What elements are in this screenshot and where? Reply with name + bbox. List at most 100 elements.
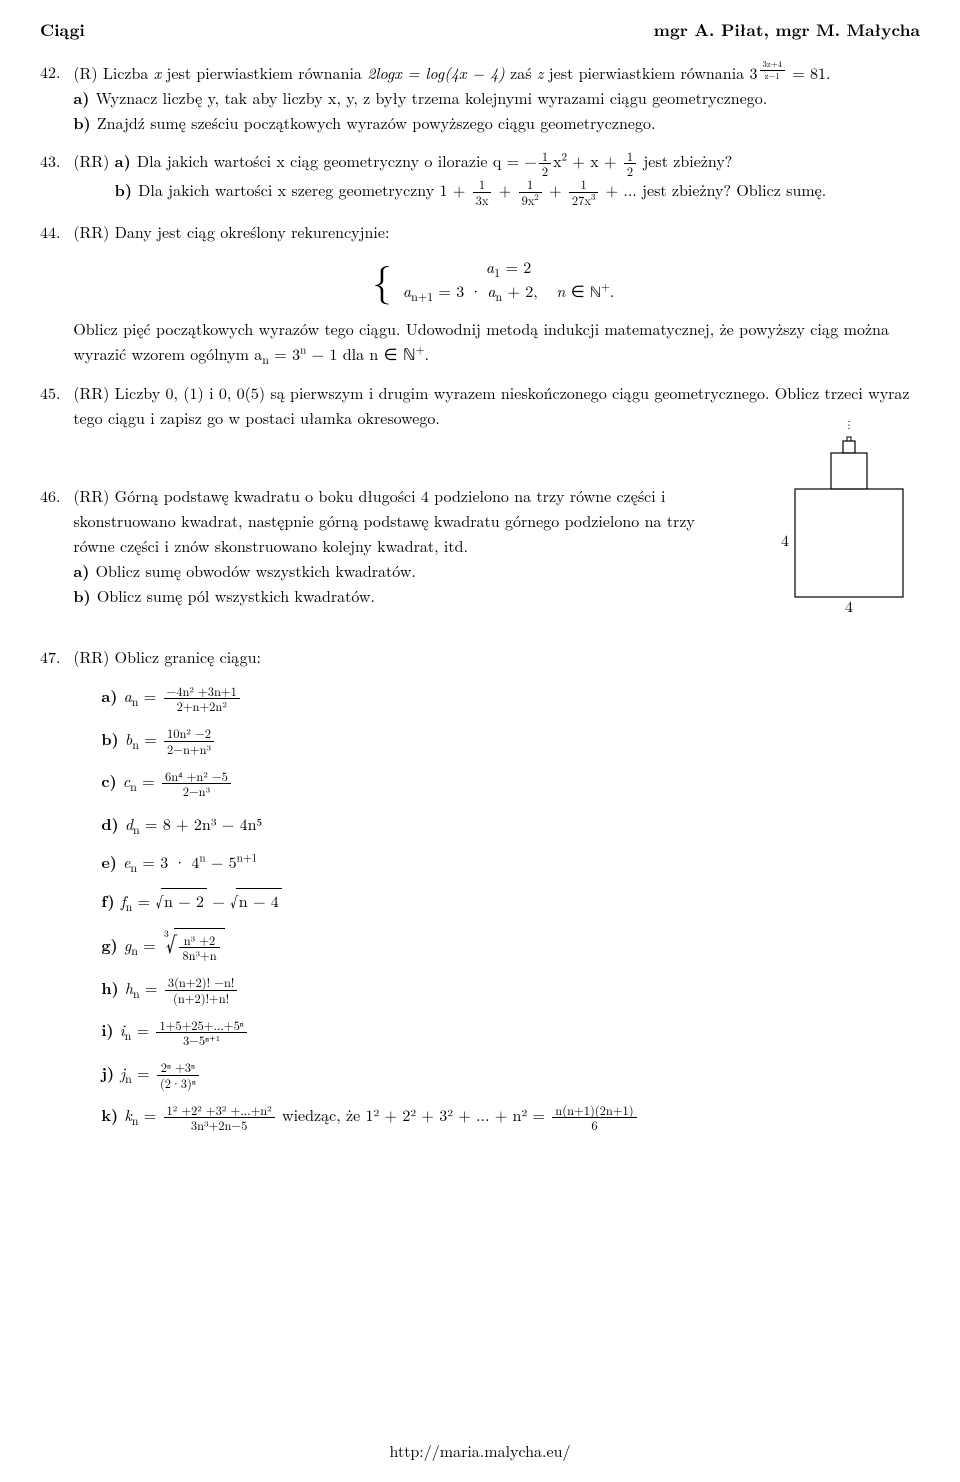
text: + x +: [567, 149, 622, 172]
problem-44: 44. (RR) Dany jest ciąg określony rekure…: [40, 220, 920, 366]
text: Wyznacz liczbę y, tak aby liczby x, y, z…: [96, 86, 768, 109]
problem-47: 47. (RR) Oblicz granicę ciągu: a) an = −…: [40, 645, 920, 1145]
text: − 1 dla n ∈ ℕ: [306, 342, 415, 365]
text: .: [424, 342, 428, 365]
text-block: (RR) Górną podstawę kwadratu o boku dług…: [73, 484, 733, 608]
text: (RR) Dany jest ciąg określony rekurencyj…: [73, 220, 389, 243]
subitem-label: d): [101, 812, 125, 835]
text: wiedząc, że 1² + 2² + 3² + ... + n² =: [277, 1103, 551, 1126]
subitem-label: j): [101, 1061, 120, 1084]
system-row: a1 = 2: [403, 255, 614, 279]
radicand: n³ +28n³+n: [174, 928, 224, 962]
text: jest pierwiastkiem równania: [543, 61, 749, 84]
fraction: 6n⁴ +n² −52−n³: [162, 770, 231, 798]
problem-number: 47.: [40, 645, 68, 670]
text: Oblicz sumę obwodów wszystkich kwadratów…: [96, 559, 416, 582]
radical: √n − 4: [230, 889, 282, 914]
frac-den: 3x: [473, 193, 492, 206]
equation-system: { a1 = 2 an+1 = 3 · an + 2, n ∈ ℕ+.: [73, 255, 913, 305]
frac-den: (2·3)ⁿ: [157, 1076, 199, 1089]
seq-name: d: [125, 812, 133, 835]
frac-den: z−1: [760, 71, 785, 81]
list-item: h) hn = 3(n+2)! −n!(n+2)!+n!: [101, 976, 913, 1005]
page: Ciągi mgr A. Piłat, mgr M. Małycha 42. (…: [0, 0, 960, 1482]
system-row: an+1 = 3 · an + 2, n ∈ ℕ+.: [403, 279, 614, 305]
text: jest pierwiastkiem równania: [161, 61, 367, 84]
text: Dla jakich wartości x ciąg geometryczny …: [137, 149, 537, 172]
list-item: e) en = 3 · 4n − 5n+1: [101, 850, 913, 875]
fraction: 127x3: [569, 178, 598, 206]
list-item: i) in = 1+5+25+...+5ⁿ3−5ⁿ⁺¹: [101, 1018, 913, 1047]
subitem-label: k): [101, 1103, 124, 1126]
text: 27x: [572, 191, 591, 209]
brace-icon: {: [372, 263, 391, 298]
subitem-label: b): [115, 178, 139, 201]
text: = 3 · 4: [137, 850, 199, 873]
problem-number: 46.: [40, 484, 68, 509]
list-item: g) gn = 3√n³ +28n³+n: [101, 928, 913, 962]
fraction: 12: [624, 150, 636, 178]
subitem-label: a): [73, 86, 95, 109]
subitem-label: a): [101, 684, 123, 707]
fraction: 13x: [473, 178, 492, 206]
base: 3: [749, 61, 757, 84]
subitem-label: a): [73, 559, 95, 582]
frac-den: 3n³+2n−5: [164, 1118, 275, 1131]
problem-body: (RR) Oblicz granicę ciągu: a) an = −4n² …: [73, 645, 913, 1145]
frac-den: 27x3: [569, 193, 598, 206]
sub: n: [262, 351, 269, 368]
frac-den: 2−n³: [162, 784, 231, 797]
page-header: Ciągi mgr A. Piłat, mgr M. Małycha: [40, 18, 920, 42]
fraction: −4n² +3n+12+n+2n²: [164, 685, 240, 713]
svg-text:⋮: ⋮: [844, 417, 854, 431]
subitem-label: h): [101, 976, 125, 999]
frac-den: 3−5ⁿ⁺¹: [156, 1033, 246, 1046]
list-item: f) fn = √n − 2 − √n − 4: [101, 889, 913, 914]
subitem-label: b): [101, 727, 125, 750]
subitem-label: i): [101, 1018, 119, 1041]
fraction: 1² +2² +3² +...+n²3n³+2n−5: [164, 1104, 275, 1132]
problem-46: 46. (RR) Górną podstawę kwadratu o boku …: [40, 484, 920, 621]
frac-den: 8n³+n: [179, 948, 219, 961]
text: (RR) Górną podstawę kwadratu o boku dług…: [73, 484, 695, 557]
fraction: 12: [539, 150, 551, 178]
exponent: 3z+4z−1: [758, 61, 787, 77]
figure-46: ⋮ 4 4: [770, 414, 920, 621]
list-item: d) dn = 8 + 2n³ − 4n⁵: [101, 812, 913, 837]
text: + ... jest zbieżny? Oblicz sumę.: [600, 178, 826, 201]
fraction: 3(n+2)! −n!(n+2)!+n!: [165, 976, 238, 1004]
problem-42: 42. (R) Liczba x jest pierwiastkiem równ…: [40, 60, 920, 135]
problem-number: 45.: [40, 381, 68, 406]
text: zaś: [505, 61, 537, 84]
text: Oblicz sumę pól wszystkich kwadratów.: [97, 584, 375, 607]
text: (R) Liczba: [73, 61, 153, 84]
list-item: j) jn = 2ⁿ +3ⁿ(2·3)ⁿ: [101, 1061, 913, 1090]
text: = 81.: [787, 61, 831, 84]
problem-number: 43.: [40, 149, 68, 174]
subitem-label: c): [101, 769, 122, 792]
fraction: n(n+1)(2n+1)6: [552, 1104, 636, 1132]
sublist: a) an = −4n² +3n+12+n+2n² b) bn = 10n² −…: [73, 684, 913, 1132]
frac-den: 2: [539, 164, 551, 177]
text: = 8 + 2n³ − 4n⁵: [140, 812, 262, 835]
text: x: [553, 149, 561, 172]
frac-den: 2−n+n³: [164, 742, 214, 755]
radicand: n − 2: [161, 888, 207, 912]
squares-diagram-icon: ⋮ 4 4: [770, 414, 920, 614]
sup: +: [601, 279, 610, 295]
header-left: Ciągi: [40, 18, 85, 42]
problem-body: (RR) Dany jest ciąg określony rekurencyj…: [73, 220, 913, 366]
fraction: 10n² −22−n+n³: [164, 727, 214, 755]
subitem-label: b): [73, 111, 97, 134]
subitem-label: g): [101, 933, 123, 956]
equation: 2logx = log(4x − 4): [367, 61, 505, 84]
fraction: 19x2: [519, 178, 542, 206]
subitem-label: b): [73, 584, 97, 607]
seq-name: k: [124, 1103, 131, 1126]
subitem-label: f): [101, 889, 120, 912]
problem-body: 46. (RR) Górną podstawę kwadratu o boku …: [40, 484, 750, 608]
subitem-label: e): [101, 850, 123, 873]
frac-den: (n+2)!+n!: [165, 991, 238, 1004]
frac-den: 9x2: [519, 193, 542, 206]
seq-name: a: [124, 684, 132, 707]
